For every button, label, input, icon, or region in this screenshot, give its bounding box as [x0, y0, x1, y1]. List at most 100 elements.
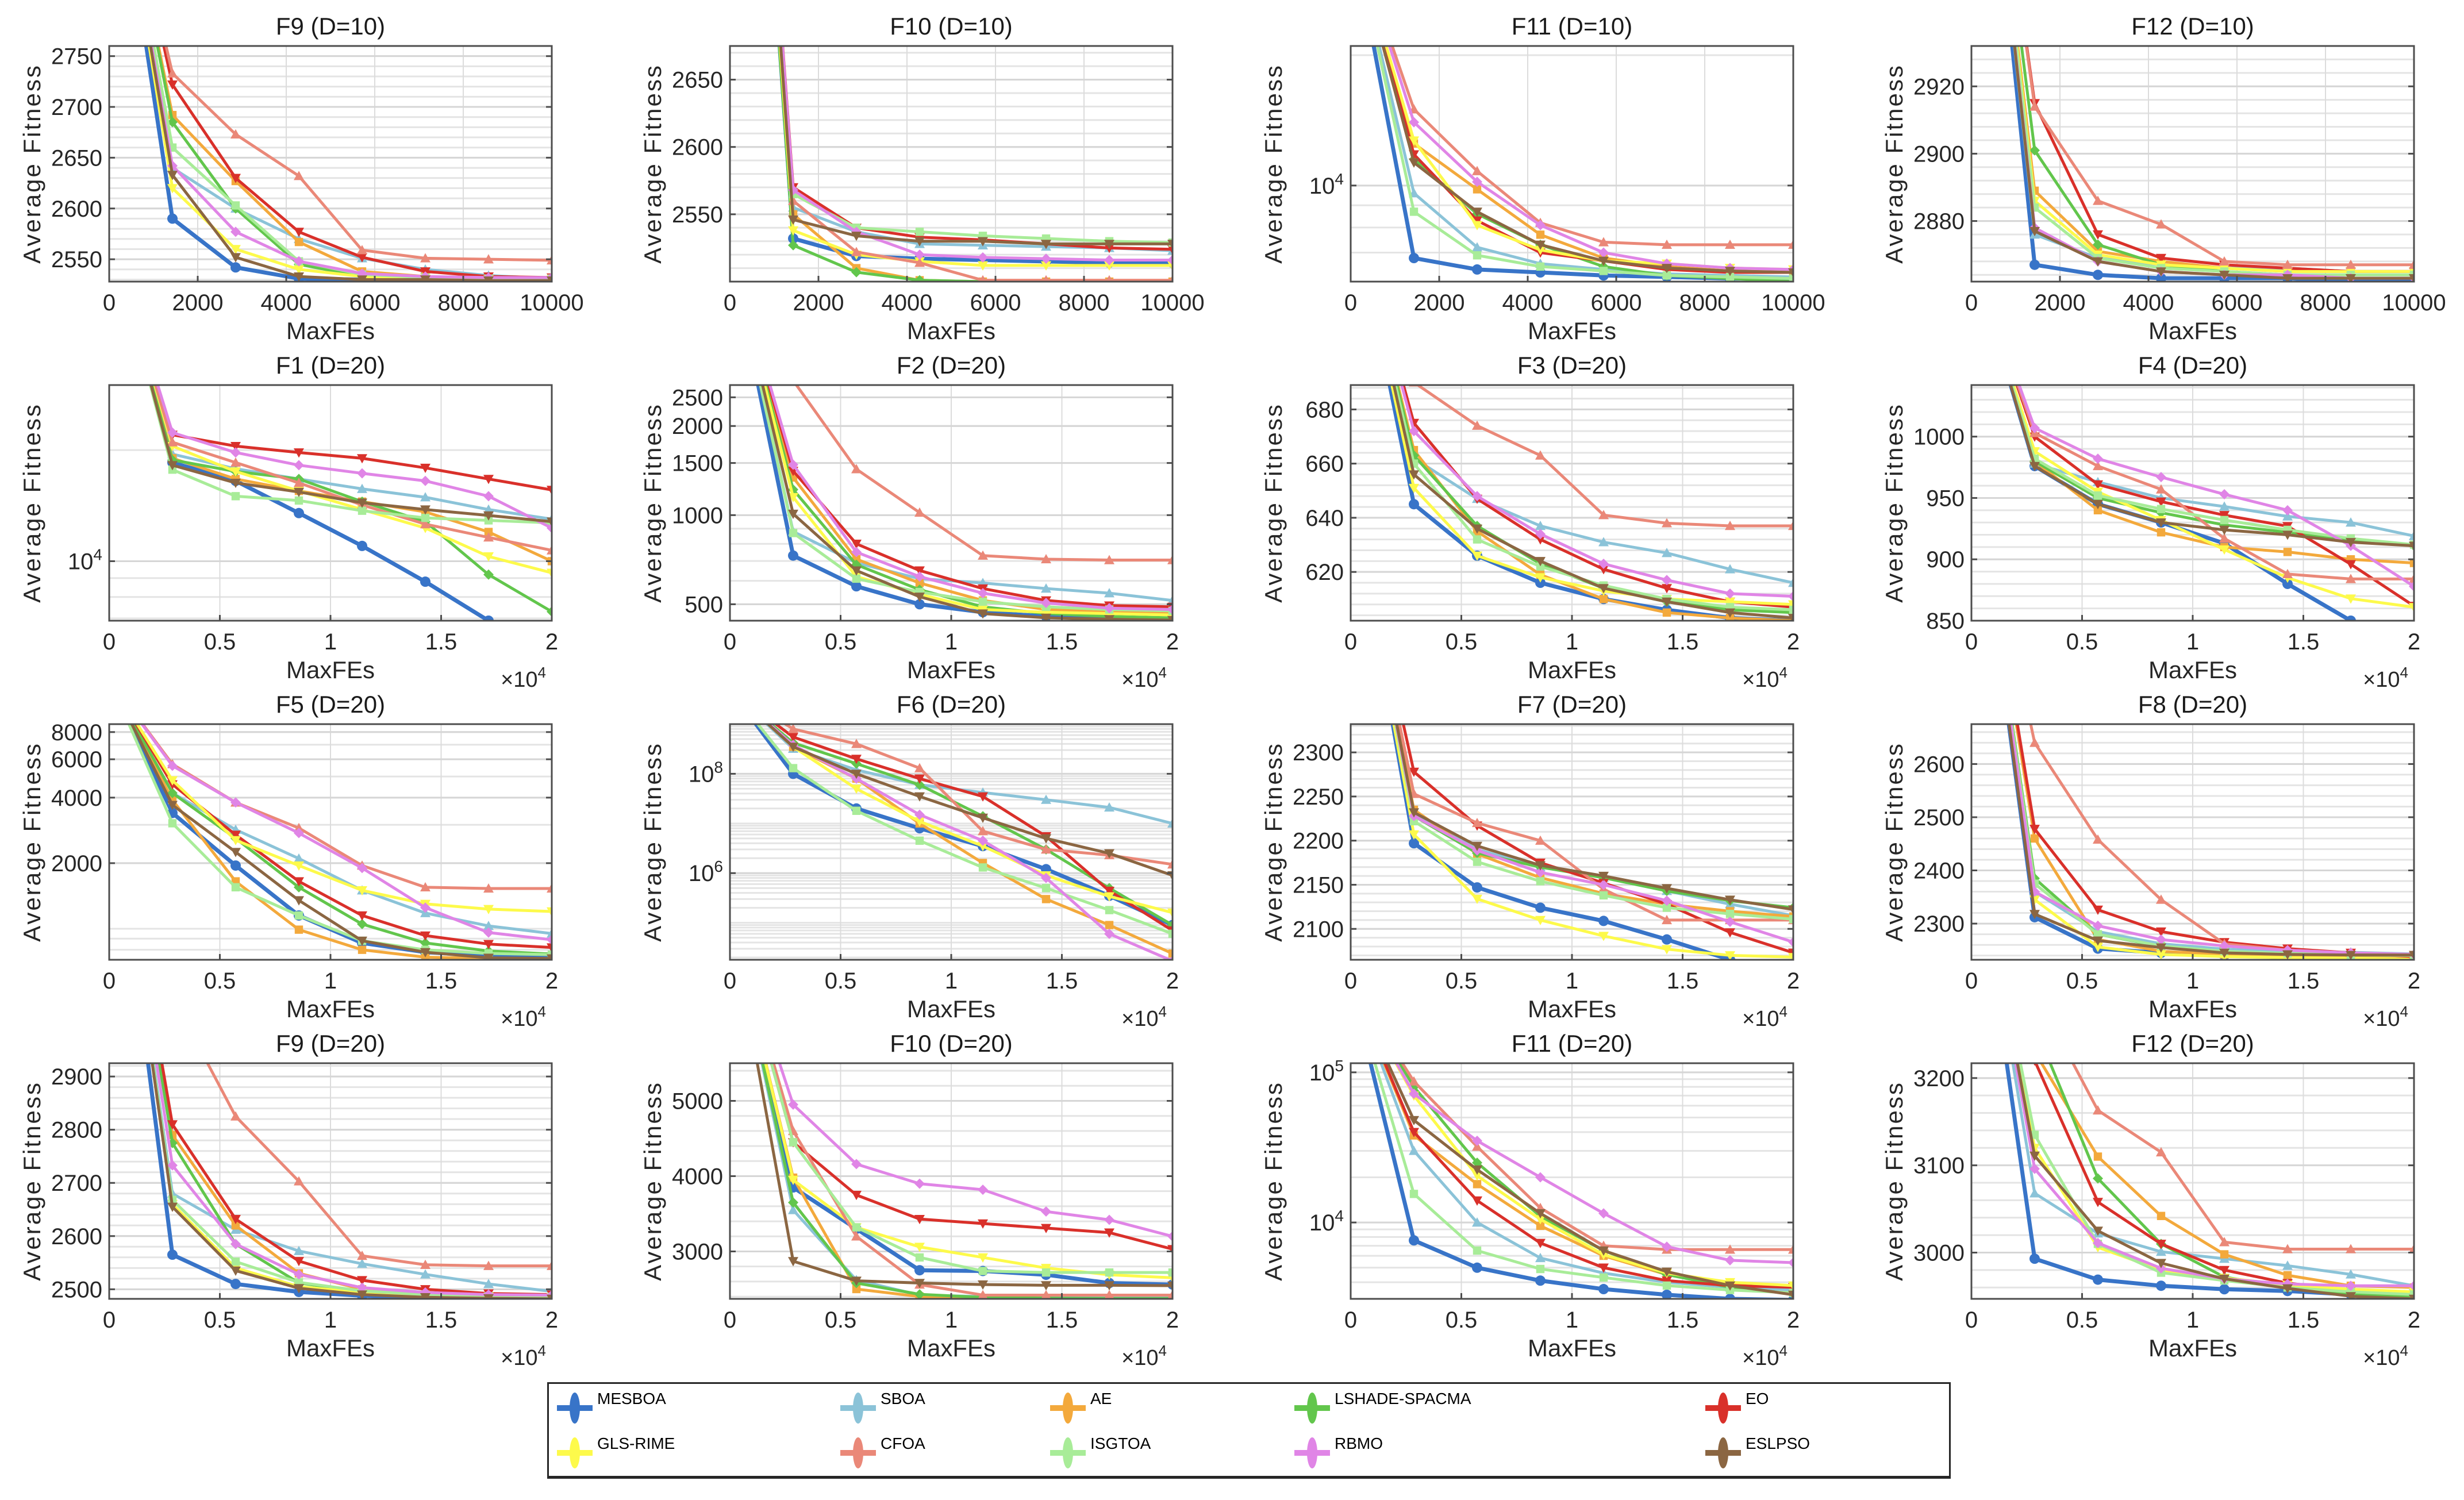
data-point	[2409, 541, 2414, 551]
y-tick-label: 2550	[672, 202, 723, 228]
data-point	[1409, 136, 1420, 146]
data-point	[915, 579, 924, 587]
data-point	[293, 460, 304, 471]
x-axis-label: MaxFEs	[1528, 995, 1616, 1022]
y-axis: 2100 2150 2200 2250 2300	[1293, 740, 1793, 942]
data-point	[1788, 591, 1793, 602]
data-point	[1788, 239, 1793, 249]
subplot-svg: 0 0.5 1 1.5 2 620 640 660 680 F3 (D=20) MaxFEs Aver…	[1260, 352, 1800, 692]
data-point	[420, 902, 431, 913]
data-point	[483, 475, 494, 484]
x-exponent-label: ×104	[1121, 1003, 1167, 1031]
x-axis-label: MaxFEs	[2148, 995, 2237, 1022]
data-point	[1662, 608, 1671, 617]
data-point	[2092, 1226, 2103, 1236]
legend-item: MESBOA	[556, 1390, 786, 1424]
data-point	[2155, 484, 2166, 494]
data-point	[231, 1257, 240, 1266]
data-point	[2029, 825, 2040, 834]
series-line	[1402, 385, 1793, 609]
data-point	[1104, 1281, 1115, 1291]
data-point	[1471, 551, 1482, 561]
data-point	[2409, 1290, 2414, 1299]
x-tick-label: 2	[2408, 1307, 2420, 1333]
data-point	[230, 129, 241, 139]
data-point	[788, 375, 798, 384]
data-point	[1408, 1235, 1419, 1246]
data-point	[1662, 239, 1673, 249]
data-point	[1535, 1209, 1546, 1219]
data-point	[1167, 604, 1173, 615]
subplot-title: F4 (D=20)	[2138, 352, 2247, 379]
x-tick-label: 2000	[793, 290, 844, 316]
data-point	[1041, 613, 1052, 621]
x-tick-label: 1.5	[2288, 968, 2320, 994]
data-point	[357, 483, 368, 493]
data-point	[1408, 483, 1419, 494]
data-point	[2219, 545, 2230, 555]
data-point	[1167, 240, 1173, 249]
data-point	[978, 1219, 989, 1229]
y-tick-label: 2600	[51, 1224, 102, 1249]
x-axis: 0 0.5 1 1.5 2	[1344, 615, 1800, 655]
data-point	[1788, 1290, 1793, 1299]
data-point	[2282, 511, 2293, 521]
data-point	[230, 797, 241, 808]
series-eslpso	[1381, 46, 1793, 278]
x-tick-label: 2	[1787, 629, 1800, 655]
data-point	[2219, 525, 2230, 535]
data-point	[167, 776, 178, 786]
series-line	[1390, 46, 1793, 247]
data-point	[1473, 1180, 1482, 1189]
data-point	[483, 1260, 494, 1270]
data-point	[2092, 1173, 2103, 1184]
x-axis: 0 0.5 1 1.5 2	[1344, 954, 1800, 994]
data-point	[977, 252, 988, 263]
series-line	[154, 385, 552, 552]
data-point	[230, 245, 241, 255]
data-point	[1598, 247, 1609, 258]
data-point	[1471, 894, 1482, 905]
data-point	[2029, 226, 2040, 237]
data-point	[1471, 1141, 1482, 1151]
data-point	[1788, 268, 1793, 278]
x-tick-label: 1	[945, 629, 958, 655]
legend-marker	[1307, 1393, 1317, 1424]
subplot-svg: 0 0.5 1 1.5 2 3000 3100 3200 F12 (D=20) MaxFEs Ave…	[1881, 1021, 2420, 1370]
x-tick-label: 4000	[2123, 290, 2174, 316]
data-point	[1471, 1157, 1482, 1168]
data-point	[1724, 267, 1735, 276]
subplot-title: F9 (D=20)	[276, 1030, 385, 1057]
data-point	[1471, 221, 1482, 230]
data-point	[2092, 1198, 2103, 1207]
data-point	[230, 1279, 241, 1290]
y-tick-label: 2900	[51, 1064, 102, 1090]
x-tick-label: 1.5	[1046, 629, 1078, 655]
data-point	[357, 863, 368, 874]
subplot-title: F11 (D=20)	[1512, 1030, 1632, 1057]
y-axis-label: Average Fitness	[1881, 403, 1908, 603]
x-tick-label: 0	[1965, 629, 1978, 655]
x-axis-label: MaxFEs	[286, 317, 375, 344]
x-tick-label: 1	[2186, 1307, 2199, 1333]
data-point	[293, 448, 304, 458]
data-point	[978, 1280, 989, 1290]
x-tick-label: 1	[2186, 629, 2199, 655]
data-point	[978, 609, 989, 619]
data-point	[851, 739, 862, 748]
series-line	[778, 1063, 1173, 1238]
data-point	[1104, 802, 1115, 812]
data-point	[789, 529, 798, 537]
data-point	[2093, 1152, 2102, 1161]
series-line	[1395, 1063, 1793, 1264]
legend-label: LSHADE-SPACMA	[1335, 1390, 1471, 1407]
data-point	[294, 228, 305, 237]
data-point	[1104, 588, 1115, 598]
data-point	[914, 275, 925, 282]
data-point	[2346, 1280, 2357, 1291]
data-point	[2029, 1021, 2040, 1031]
subplot-title: F1 (D=20)	[276, 352, 385, 379]
subplot-svg: 0 2000 4000 6000 8000 10000 2550 2600 2650 2700 27…	[18, 13, 584, 344]
data-point	[2346, 951, 2357, 960]
